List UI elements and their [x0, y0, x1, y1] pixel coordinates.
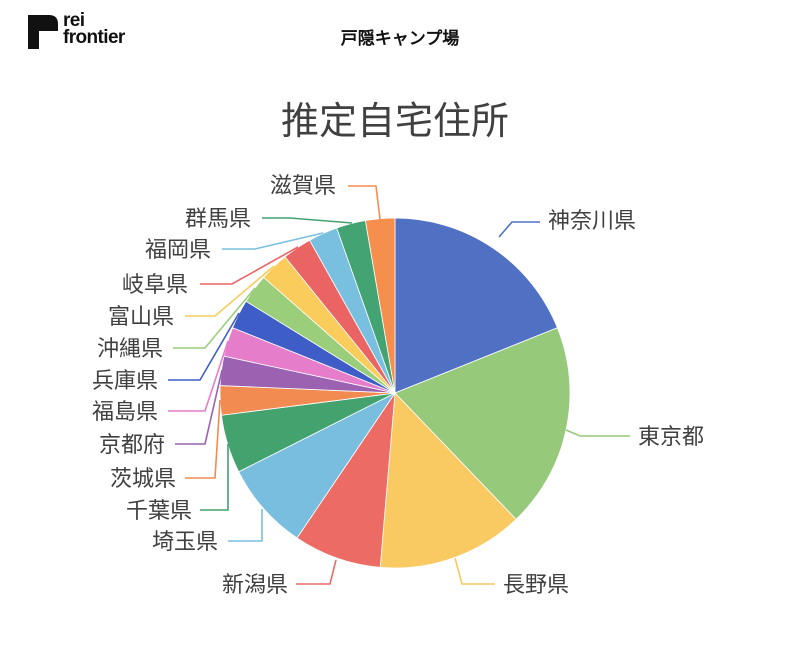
pie-slice-0	[394, 217, 558, 394]
slice-label-7: 京都府	[99, 433, 165, 458]
slice-label-8: 福島県	[92, 400, 158, 425]
pie-slice-1	[394, 327, 571, 520]
leader-line-15	[348, 185, 381, 220]
slice-label-9: 兵庫県	[92, 369, 158, 394]
logo-mark-icon	[28, 15, 58, 49]
page-title: 戸隠キャンプ場	[340, 29, 460, 49]
slice-label-12: 岐阜県	[122, 273, 188, 298]
leader-line-8	[168, 340, 229, 412]
slice-label-6: 茨城県	[110, 467, 176, 492]
slice-label-11: 富山県	[108, 305, 174, 330]
leader-line-6	[185, 399, 221, 479]
slice-label-14: 群馬県	[185, 207, 251, 232]
leader-line-11	[185, 265, 275, 317]
leader-line-9	[168, 312, 240, 381]
logo-word-rei: rei	[63, 10, 85, 31]
logo-wordmark: rei frontier	[63, 10, 125, 48]
leader-line-3	[296, 559, 337, 585]
slice-label-3: 新潟県	[222, 573, 288, 598]
pie-slice-2	[379, 392, 517, 569]
leader-line-2	[454, 557, 495, 585]
leader-line-1	[565, 429, 630, 437]
pie-slice-4	[238, 391, 397, 539]
slice-label-13: 福岡県	[145, 238, 211, 263]
logo-word-frontier: frontier	[63, 27, 125, 48]
pie-slices	[219, 217, 571, 569]
slice-label-1: 東京都	[638, 425, 704, 450]
slice-label-4: 埼玉県	[152, 530, 218, 555]
slice-label-0: 神奈川県	[548, 209, 636, 234]
slice-label-5: 千葉県	[126, 499, 192, 524]
leader-line-12	[200, 246, 299, 285]
chart-title: 推定自宅住所	[281, 99, 509, 143]
leader-line-10	[173, 287, 256, 349]
slice-label-10: 沖縄県	[97, 337, 163, 362]
leader-line-13	[222, 232, 324, 250]
pie-slice-3	[296, 391, 396, 568]
leader-line-0	[498, 221, 540, 238]
company-logo: rei frontier	[28, 10, 138, 50]
leader-line-5	[200, 444, 229, 511]
slice-label-2: 長野県	[503, 573, 569, 598]
leader-line-14	[262, 217, 353, 224]
leader-line-7	[175, 369, 223, 445]
leader-line-4	[228, 509, 263, 542]
slice-label-15: 滋賀県	[270, 174, 336, 199]
leader-lines	[168, 185, 630, 585]
